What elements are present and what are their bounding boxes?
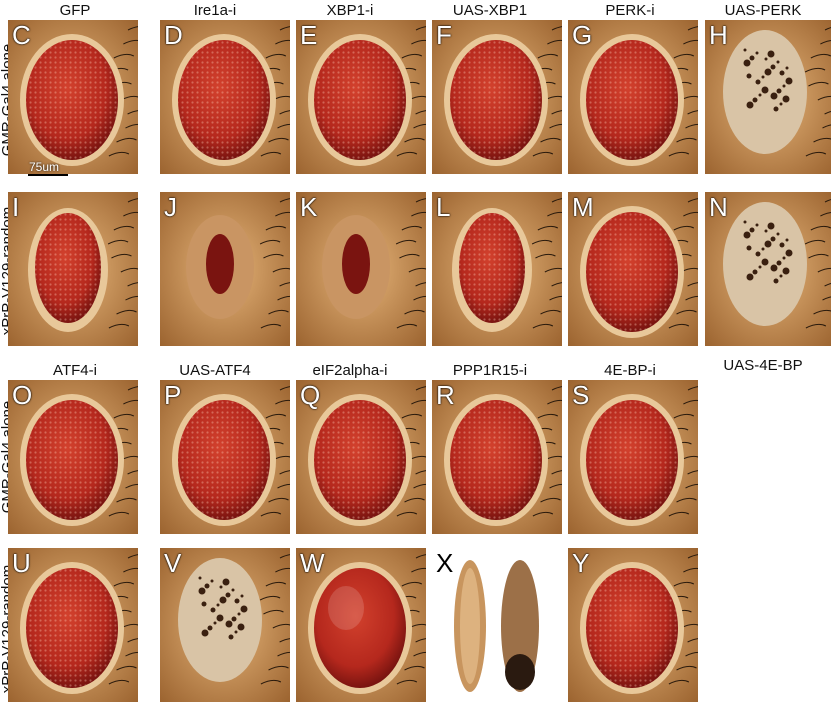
- panel-image: [8, 548, 138, 702]
- panel-letter: F: [436, 20, 452, 50]
- panel-d: D: [160, 20, 290, 174]
- panel-letter: N: [709, 192, 728, 222]
- panel-letter: H: [709, 20, 728, 50]
- panel-s: S: [568, 380, 698, 534]
- panel-n: N: [705, 192, 831, 346]
- panel-letter: Y: [572, 548, 590, 578]
- panel-letter: R: [436, 380, 455, 410]
- panel-letter: X: [436, 548, 454, 578]
- panel-image: [296, 20, 426, 174]
- column-label-uas-xbp1: UAS-XBP1: [452, 2, 528, 19]
- column-label-ire1a-i: Ire1a-i: [193, 2, 237, 19]
- panel-g: G: [568, 20, 698, 174]
- panel-m: M: [568, 192, 698, 346]
- panel-letter: L: [436, 192, 451, 222]
- panel-letter: D: [164, 20, 183, 50]
- panel-letter: U: [12, 548, 31, 578]
- panel-c: C: [8, 20, 138, 174]
- panel-e: E: [296, 20, 426, 174]
- panel-letter: K: [300, 192, 318, 222]
- panel-image: [568, 548, 698, 702]
- column-label-uas-atf4: UAS-ATF4: [179, 362, 251, 379]
- panel-letter: J: [164, 192, 177, 222]
- panel-v: V: [160, 548, 290, 702]
- panel-image: [296, 380, 426, 534]
- panel-image: [160, 20, 290, 174]
- scale-bar-label: 75um: [29, 160, 60, 174]
- panel-letter: G: [572, 20, 593, 50]
- panel-q: Q: [296, 380, 426, 534]
- column-label-gfp: GFP: [59, 2, 91, 19]
- panel-letter: E: [300, 20, 318, 50]
- panel-image: [568, 20, 698, 174]
- column-label-atf4-i: ATF4-i: [53, 362, 97, 379]
- panel-image: [8, 20, 138, 174]
- panel-image: [568, 380, 698, 534]
- label-uas-4e-bp: UAS-4E-BP: [723, 357, 803, 374]
- panel-image: [296, 548, 426, 702]
- panel-letter: C: [12, 20, 31, 50]
- panel-image: [296, 192, 426, 346]
- panel-f: F: [432, 20, 562, 174]
- panel-image: [705, 20, 831, 174]
- panel-o: O: [8, 380, 138, 534]
- panel-k: K: [296, 192, 426, 346]
- panel-image: [432, 548, 562, 702]
- panel-image: [432, 192, 562, 346]
- panel-j: J: [160, 192, 290, 346]
- panel-letter: V: [164, 548, 182, 578]
- panel-image: [8, 192, 138, 346]
- panel-r: R: [432, 380, 562, 534]
- column-label-xbp1-i: XBP1-i: [326, 2, 374, 19]
- panel-letter: I: [12, 192, 20, 222]
- panel-image: [705, 192, 831, 346]
- panel-image: [160, 380, 290, 534]
- panel-i: I: [8, 192, 138, 346]
- panel-image: [432, 380, 562, 534]
- panel-image: [568, 192, 698, 346]
- panel-y: Y: [568, 548, 698, 702]
- panel-image: [8, 380, 138, 534]
- column-label-4e-bp-i: 4E-BP-i: [604, 362, 656, 379]
- panel-l: L: [432, 192, 562, 346]
- column-label-uas-perk: UAS-PERK: [724, 2, 802, 19]
- panel-w: W: [296, 548, 426, 702]
- panel-image: [432, 20, 562, 174]
- panel-h: H: [705, 20, 831, 174]
- column-label-eif2alpha-i: eIF2alpha-i: [312, 362, 388, 379]
- panel-u: U: [8, 548, 138, 702]
- panel-letter: S: [572, 380, 590, 410]
- panel-letter: O: [12, 380, 33, 410]
- panel-image: [160, 192, 290, 346]
- panel-letter: P: [164, 380, 182, 410]
- panel-letter: M: [572, 192, 594, 222]
- panel-letter: W: [300, 548, 325, 578]
- panel-x: X: [432, 548, 562, 702]
- column-label-ppp1r15-i: PPP1R15-i: [452, 362, 528, 379]
- panel-letter: Q: [300, 380, 321, 410]
- column-label-perk-i: PERK-i: [605, 2, 655, 19]
- panel-image: [160, 548, 290, 702]
- panel-p: P: [160, 380, 290, 534]
- scale-bar: [28, 174, 68, 176]
